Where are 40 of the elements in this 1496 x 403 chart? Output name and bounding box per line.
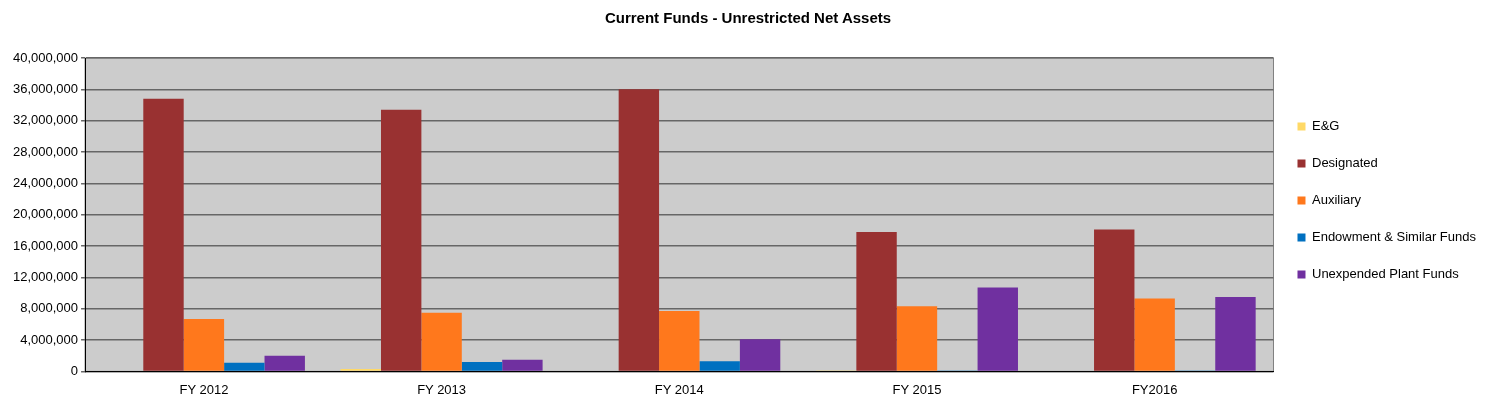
chart-title: Current Funds - Unrestricted Net Assets bbox=[604, 9, 892, 27]
y-tick-label: 28,000,000 bbox=[12, 143, 79, 159]
bar bbox=[421, 312, 462, 371]
legend-label: Designated bbox=[1311, 155, 1378, 171]
bar bbox=[739, 339, 781, 371]
y-tick-label: 16,000,000 bbox=[12, 237, 79, 253]
y-tick-label: 36,000,000 bbox=[12, 80, 79, 96]
x-tick-label: FY 2013 bbox=[417, 381, 467, 397]
legend-label: Endowment & Similar Funds bbox=[1311, 229, 1477, 245]
bar bbox=[618, 89, 660, 371]
y-tick-label: 12,000,000 bbox=[12, 268, 79, 284]
y-tick-label: 24,000,000 bbox=[12, 174, 79, 190]
bar bbox=[1215, 296, 1256, 371]
bar bbox=[856, 231, 897, 371]
bar bbox=[1094, 229, 1135, 371]
bar bbox=[183, 318, 225, 371]
x-tick-label: FY 2015 bbox=[892, 381, 942, 397]
y-tick-label: 0 bbox=[70, 362, 79, 378]
bar bbox=[143, 98, 184, 371]
bar bbox=[699, 361, 740, 371]
y-tick-label: 40,000,000 bbox=[12, 49, 79, 65]
legend-label: Unexpended Plant Funds bbox=[1311, 266, 1460, 282]
bar bbox=[264, 355, 305, 371]
y-tick-label: 32,000,000 bbox=[12, 112, 79, 128]
bar bbox=[224, 362, 265, 371]
legend-label: E&G bbox=[1311, 118, 1340, 134]
x-tick-label: FY2016 bbox=[1131, 381, 1178, 397]
bar bbox=[461, 362, 503, 371]
y-tick-label: 8,000,000 bbox=[20, 300, 79, 316]
bar bbox=[380, 109, 422, 371]
bar bbox=[1134, 298, 1175, 371]
x-tick-label: FY 2012 bbox=[179, 381, 229, 397]
x-tick-label: FY 2014 bbox=[654, 381, 704, 397]
bar bbox=[896, 306, 938, 371]
bar bbox=[659, 311, 700, 371]
legend-label: Auxiliary bbox=[1311, 192, 1362, 208]
bar bbox=[502, 359, 543, 371]
bar bbox=[977, 287, 1018, 371]
y-tick-label: 4,000,000 bbox=[20, 331, 79, 347]
y-tick-label: 20,000,000 bbox=[12, 206, 79, 222]
